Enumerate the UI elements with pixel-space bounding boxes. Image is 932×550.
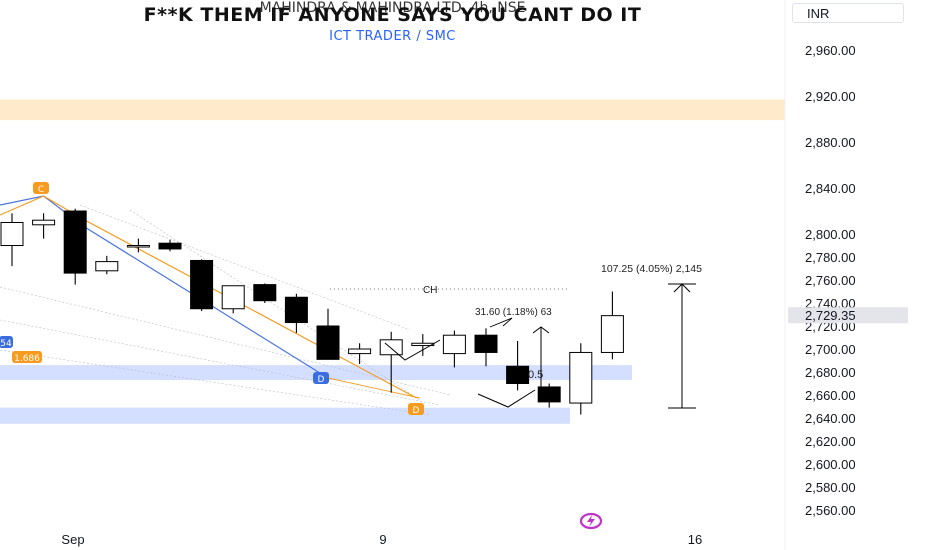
candle-body-2 bbox=[63, 210, 87, 274]
x-tick-2: 16 bbox=[688, 532, 702, 547]
zigzag-2 bbox=[477, 389, 536, 408]
ratio-label-2: 54 bbox=[0, 339, 12, 349]
fan-line-4 bbox=[129, 209, 421, 401]
y-tick-15: 2,580.00 bbox=[805, 480, 856, 495]
choch-label: CH bbox=[423, 285, 437, 296]
candle-body-16 bbox=[506, 365, 530, 384]
pattern-line-orange bbox=[0, 195, 417, 399]
y-tick-0: 2,960.00 bbox=[805, 43, 856, 58]
candle-body-15 bbox=[474, 334, 498, 353]
point-d-orange-label: D bbox=[413, 406, 420, 416]
candle-body-19 bbox=[600, 315, 624, 353]
y-tick-4: 2,800.00 bbox=[805, 227, 856, 242]
point-d-orange-label-bg bbox=[408, 403, 424, 415]
measure-label-2: 31.60 (1.18%) 63 bbox=[475, 307, 552, 318]
y-tick-5: 2,780.00 bbox=[805, 250, 856, 265]
ratio-label-2-bg bbox=[0, 336, 13, 348]
ratio-label-1: 1.686 bbox=[14, 354, 40, 364]
y-tick-2: 2,880.00 bbox=[805, 135, 856, 150]
point-d-blue-label: D bbox=[318, 375, 325, 385]
candle-body-7 bbox=[221, 285, 245, 310]
pattern-leg bbox=[327, 377, 420, 399]
candle-body-9 bbox=[284, 296, 308, 324]
fib-half-label: 0.5 bbox=[528, 369, 543, 381]
point-c-label-bg bbox=[33, 182, 49, 194]
y-tick-3: 2,840.00 bbox=[805, 181, 856, 196]
candle-body-14 bbox=[442, 334, 466, 355]
last-price-tag bbox=[788, 307, 908, 324]
fan-line-1 bbox=[0, 319, 441, 406]
lightning-logo-icon bbox=[580, 512, 602, 530]
fan-line-2 bbox=[0, 349, 431, 416]
zone-0 bbox=[0, 99, 785, 121]
candle-body-8 bbox=[253, 284, 277, 302]
candle-body-18 bbox=[569, 351, 593, 404]
y-tick-10: 2,680.00 bbox=[805, 365, 856, 380]
y-tick-14: 2,600.00 bbox=[805, 457, 856, 472]
candle-body-6 bbox=[190, 259, 214, 310]
fan-line-3 bbox=[79, 204, 411, 331]
candle-body-1 bbox=[32, 219, 56, 226]
measure-arrow-1 bbox=[673, 283, 691, 293]
candle-body-5 bbox=[158, 242, 182, 250]
zone-2 bbox=[0, 407, 570, 424]
y-tick-13: 2,620.00 bbox=[805, 434, 856, 449]
candle-body-0 bbox=[0, 222, 24, 246]
last-price-value: 2,729.35 bbox=[805, 308, 856, 323]
y-tick-9: 2,700.00 bbox=[805, 342, 856, 357]
candle-body-13 bbox=[411, 342, 435, 347]
x-tick-1: 9 bbox=[379, 532, 386, 547]
x-tick-0: Sep bbox=[61, 532, 84, 547]
candle-body-17 bbox=[537, 386, 561, 403]
y-tick-1: 2,920.00 bbox=[805, 89, 856, 104]
candle-body-3 bbox=[95, 261, 119, 272]
fan-line-0 bbox=[0, 286, 451, 396]
y-tick-6: 2,760.00 bbox=[805, 273, 856, 288]
point-c-label: C bbox=[38, 185, 44, 195]
currency-button[interactable]: INR bbox=[792, 3, 904, 23]
candle-body-12 bbox=[379, 339, 403, 356]
candle-body-4 bbox=[126, 245, 150, 248]
ratio-label-1-bg bbox=[12, 351, 42, 363]
measure-arrow-3 bbox=[489, 317, 513, 328]
y-tick-12: 2,640.00 bbox=[805, 411, 856, 426]
chart-subtitle: ICT TRADER / SMC bbox=[329, 29, 456, 44]
measure-label-1: 107.25 (4.05%) 2,145 bbox=[601, 263, 702, 275]
chart-title: F**K THEM IF ANYONE SAYS YOU CANT DO IT bbox=[143, 4, 642, 26]
y-tick-11: 2,660.00 bbox=[805, 388, 856, 403]
candle-body-10 bbox=[316, 325, 340, 360]
zigzag-1 bbox=[384, 339, 441, 361]
symbol-info: MAHINDRA & MAHINDRA LTD, 4h, NSE bbox=[259, 0, 526, 16]
point-d-blue-label-bg bbox=[313, 372, 329, 384]
y-tick-16: 2,560.00 bbox=[805, 503, 856, 518]
measure-arrow-2 bbox=[532, 326, 550, 334]
candle-body-11 bbox=[348, 348, 372, 355]
